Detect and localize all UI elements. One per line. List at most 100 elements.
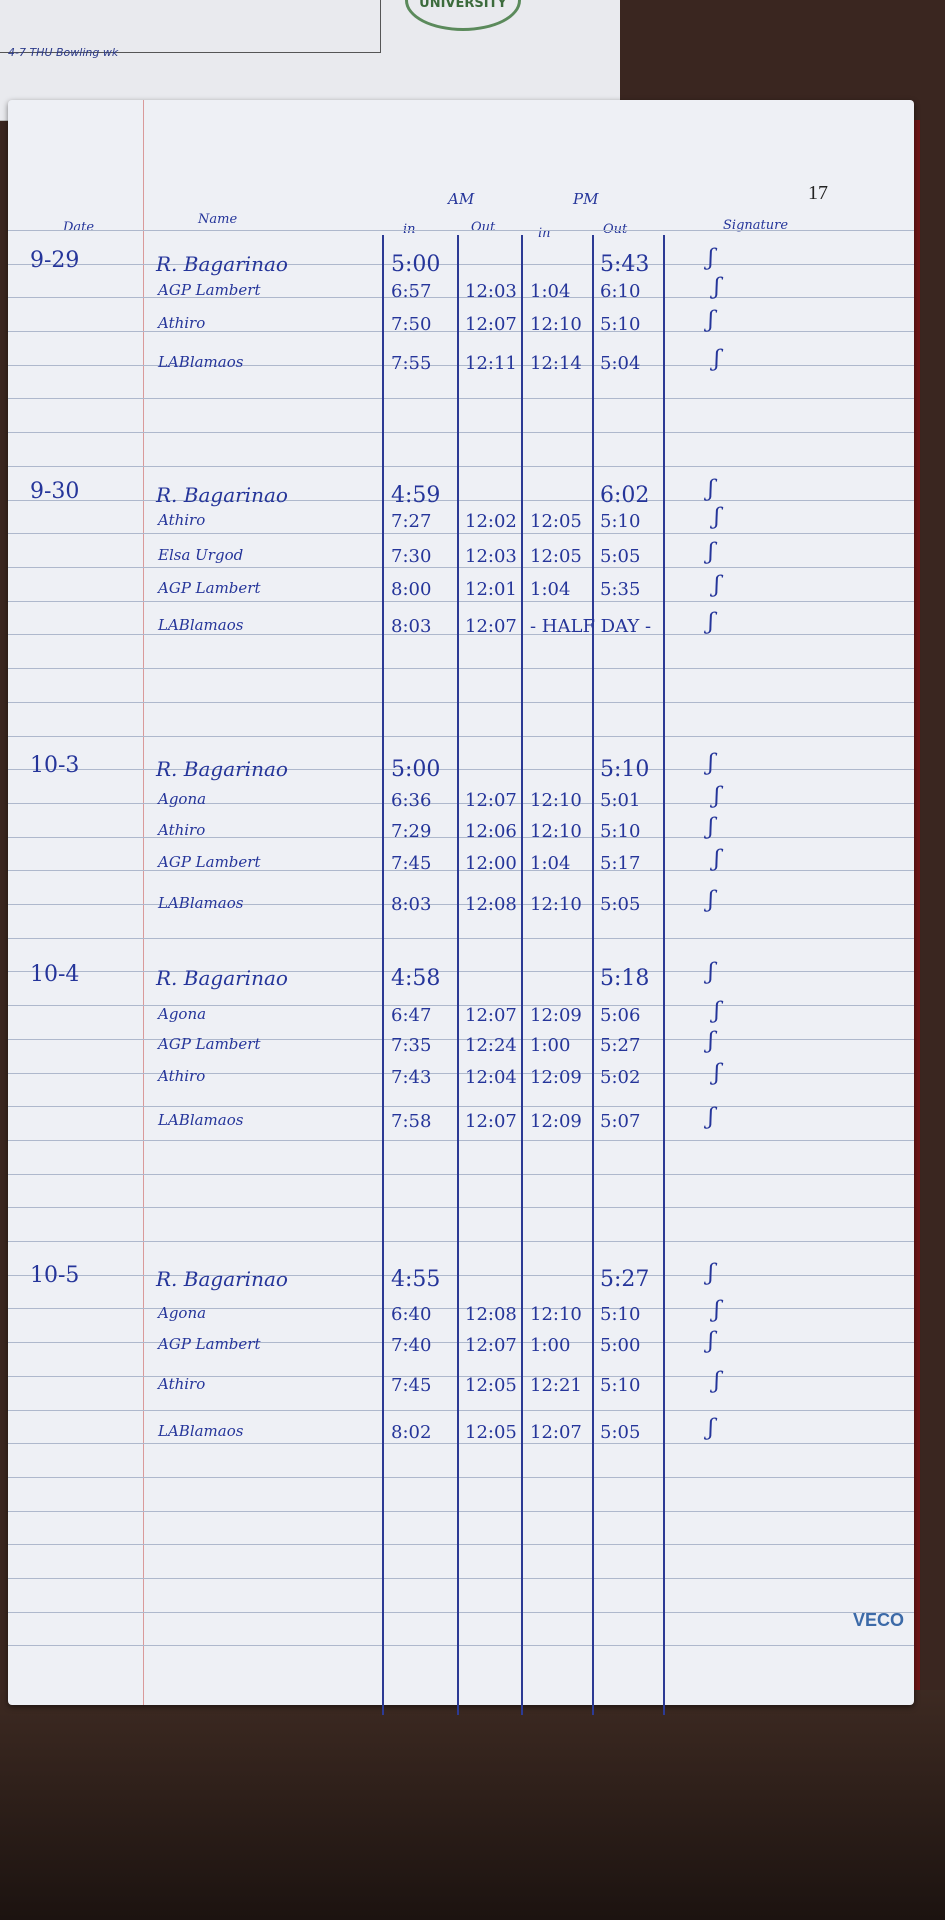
time-pm-in: 12:10	[530, 1304, 582, 1325]
employee-name: AGP Lambert	[158, 853, 261, 871]
header-date: Date	[63, 220, 95, 235]
time-pm-out: 5:05	[600, 546, 641, 567]
time-pm-out: 6:02	[600, 483, 650, 508]
time-pm-in: 1:00	[530, 1035, 571, 1056]
ruled-line	[8, 1443, 914, 1444]
signature-mark: ʃ	[714, 1298, 720, 1323]
time-am-in: 4:58	[391, 966, 441, 991]
header-am: AM	[448, 190, 475, 208]
signature-mark: ʃ	[708, 1329, 714, 1354]
time-am-out: 12:07	[465, 1335, 517, 1356]
brand-logo: VECO	[853, 1610, 905, 1630]
ruled-line	[8, 1106, 914, 1107]
ruled-line	[8, 1174, 914, 1175]
time-pm-out: 5:18	[600, 966, 650, 991]
time-pm-out: 5:27	[600, 1035, 641, 1056]
ruled-line	[8, 668, 914, 669]
column-line	[521, 235, 523, 1715]
time-pm-out: 5:00	[600, 1335, 641, 1356]
ruled-line	[8, 466, 914, 467]
time-pm-in: 12:10	[530, 894, 582, 915]
ruled-line	[8, 1275, 914, 1276]
time-am-in: 4:59	[391, 483, 441, 508]
logbook-page: 17 AM PM Date Name in Out in Out Signatu…	[8, 100, 914, 1715]
entry-date: 10-4	[30, 962, 80, 987]
employee-name: LABlamaos	[158, 353, 244, 371]
time-pm-in: 12:09	[530, 1111, 582, 1132]
ruled-line	[8, 803, 914, 804]
time-am-in: 5:00	[391, 757, 441, 782]
signature-mark: ʃ	[714, 573, 720, 598]
employee-name: Agona	[158, 1304, 207, 1322]
time-am-out: 12:24	[465, 1035, 517, 1056]
time-am-out: 12:11	[465, 353, 517, 374]
entry-date: 9-30	[30, 479, 80, 504]
column-line	[382, 235, 384, 1715]
time-am-out: 12:05	[465, 1375, 517, 1396]
employee-name: Athiro	[158, 511, 206, 529]
time-am-out: 12:01	[465, 579, 517, 600]
signature-mark: ʃ	[708, 308, 714, 333]
signature-mark: ʃ	[708, 960, 714, 985]
employee-name: Athiro	[158, 1067, 206, 1085]
time-pm-out: 5:04	[600, 353, 641, 374]
time-pm-in: 1:04	[530, 579, 571, 600]
margin-line	[143, 100, 144, 1705]
signature-mark: ʃ	[708, 1105, 714, 1130]
ruled-line	[8, 904, 914, 905]
signature-mark: ʃ	[708, 1261, 714, 1286]
signature-mark: ʃ	[714, 1369, 720, 1394]
ruled-line	[8, 1645, 914, 1646]
ruled-line	[8, 1410, 914, 1411]
time-am-in: 5:00	[391, 252, 441, 277]
time-pm-out: 5:01	[600, 790, 641, 811]
time-am-in: 7:30	[391, 546, 432, 567]
time-pm-in: 12:10	[530, 821, 582, 842]
ruled-line	[8, 601, 914, 602]
employee-name: AGP Lambert	[158, 1335, 261, 1353]
time-am-in: 7:43	[391, 1067, 432, 1088]
time-pm-in: 12:21	[530, 1375, 582, 1396]
header-am-in: in	[403, 222, 416, 237]
time-pm-out: 5:05	[600, 1422, 641, 1443]
time-am-out: 12:03	[465, 546, 517, 567]
time-pm-in: 12:05	[530, 511, 582, 532]
page-number: 17	[808, 182, 828, 204]
signature-mark: ʃ	[708, 1416, 714, 1441]
time-pm-out: 5:17	[600, 853, 641, 874]
time-am-in: 7:55	[391, 353, 432, 374]
time-pm-in: 12:10	[530, 790, 582, 811]
table-surface	[0, 1690, 945, 1920]
employee-name: LABlamaos	[158, 1422, 244, 1440]
ruled-line	[8, 837, 914, 838]
employee-name: R. Bagarinao	[156, 483, 288, 507]
time-am-in: 7:35	[391, 1035, 432, 1056]
signature-mark: ʃ	[708, 477, 714, 502]
employee-name: AGP Lambert	[158, 1035, 261, 1053]
ruled-line	[8, 1544, 914, 1545]
time-pm-out: 5:10	[600, 757, 650, 782]
time-pm-out: 5:27	[600, 1267, 650, 1292]
employee-name: Athiro	[158, 1375, 206, 1393]
ruled-line	[8, 1376, 914, 1377]
employee-name: R. Bagarinao	[156, 966, 288, 990]
ruled-line	[8, 702, 914, 703]
signature-mark: ʃ	[714, 505, 720, 530]
time-am-in: 7:29	[391, 821, 432, 842]
time-pm-in: 12:09	[530, 1005, 582, 1026]
ruled-line	[8, 1342, 914, 1343]
employee-name: Athiro	[158, 821, 206, 839]
time-pm-out: 5:10	[600, 314, 641, 335]
ruled-line	[8, 533, 914, 534]
ruled-line	[8, 1477, 914, 1478]
time-am-in: 7:45	[391, 853, 432, 874]
ruled-line	[8, 1005, 914, 1006]
employee-name: R. Bagarinao	[156, 1267, 288, 1291]
ruled-line	[8, 500, 914, 501]
ruled-line	[8, 230, 914, 231]
signature-mark: ʃ	[714, 784, 720, 809]
employee-name: Athiro	[158, 314, 206, 332]
time-am-out: 12:07	[465, 1005, 517, 1026]
employee-name: LABlamaos	[158, 1111, 244, 1129]
column-line	[663, 235, 665, 1715]
